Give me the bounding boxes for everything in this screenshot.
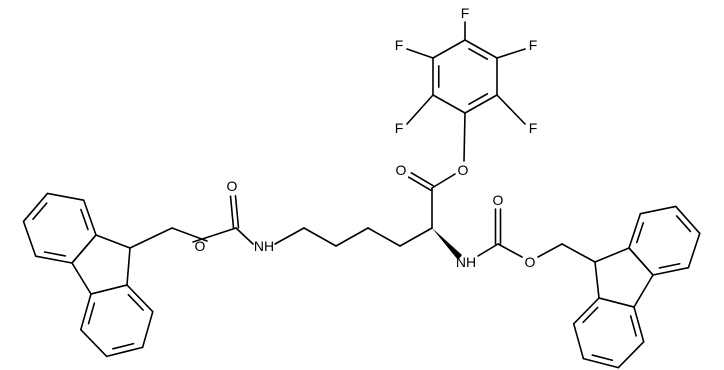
atom-label: O (525, 254, 536, 270)
wedge-bond (432, 228, 462, 260)
bond (594, 247, 630, 263)
bond (496, 94, 526, 125)
bond (635, 221, 645, 244)
bond (582, 357, 620, 369)
bond (652, 266, 690, 276)
bond (71, 234, 97, 264)
bond (464, 39, 498, 59)
bond (407, 176, 432, 191)
bond (79, 328, 108, 358)
bond (112, 342, 135, 350)
bond (192, 227, 237, 243)
atom-label: O (227, 178, 238, 194)
bond (431, 173, 456, 189)
bond (633, 274, 654, 308)
bond (598, 297, 635, 308)
bond (234, 194, 240, 229)
bond (126, 284, 154, 313)
atom-label: NH (456, 254, 476, 270)
bond (303, 227, 337, 247)
bond (335, 227, 369, 247)
atom-label: F (529, 37, 538, 53)
bond (594, 261, 600, 299)
bond (496, 48, 526, 59)
atom-label: NH (254, 238, 274, 254)
bond (617, 341, 645, 369)
bond (591, 354, 614, 362)
bond (628, 212, 642, 249)
bond (468, 47, 489, 60)
atom-label: F (529, 120, 538, 136)
bond (406, 94, 434, 125)
bond (71, 262, 92, 295)
atom-label: O (396, 162, 407, 178)
bond (674, 205, 701, 235)
bond (32, 202, 48, 221)
bond (463, 112, 466, 162)
bonds (22, 21, 701, 369)
bond (80, 208, 89, 231)
bond (477, 243, 499, 257)
bond (406, 48, 434, 59)
bond (675, 215, 692, 233)
bond (410, 172, 435, 187)
bond (105, 346, 144, 358)
bond (367, 227, 401, 247)
atom-label: O (458, 162, 469, 178)
bond (229, 195, 235, 230)
bond (171, 227, 208, 242)
bond (572, 323, 585, 360)
bond (127, 293, 144, 311)
bond (22, 192, 49, 223)
bond (235, 227, 254, 245)
bond (537, 243, 563, 258)
atom-label: F (461, 5, 470, 21)
bond (432, 94, 466, 114)
bond (79, 293, 92, 331)
atom-label: F (395, 120, 404, 136)
atom-label: F (395, 37, 404, 53)
bond (43, 251, 67, 257)
bond (90, 284, 128, 295)
bond (141, 310, 154, 349)
bond (126, 247, 131, 286)
bond (497, 243, 523, 258)
bond (633, 306, 645, 343)
bond (468, 93, 489, 106)
bond (87, 302, 96, 325)
atom-label: O (493, 192, 504, 208)
bond (639, 205, 677, 215)
bond (129, 227, 173, 249)
bond (628, 247, 654, 276)
bond (629, 315, 638, 337)
bond (572, 297, 600, 325)
bond (95, 234, 131, 249)
bond (46, 192, 85, 202)
atom-label: O (195, 238, 206, 254)
bond (82, 199, 97, 236)
atom-labels: F F F F F O O NH O O NH O O (195, 5, 538, 270)
bond (561, 243, 596, 263)
bond (274, 227, 305, 245)
bond (34, 255, 73, 264)
bond (687, 232, 701, 269)
bond (658, 262, 681, 269)
bond (464, 94, 498, 114)
bond (432, 39, 466, 59)
bond (582, 306, 599, 324)
bond (22, 220, 37, 258)
bond (399, 227, 433, 247)
